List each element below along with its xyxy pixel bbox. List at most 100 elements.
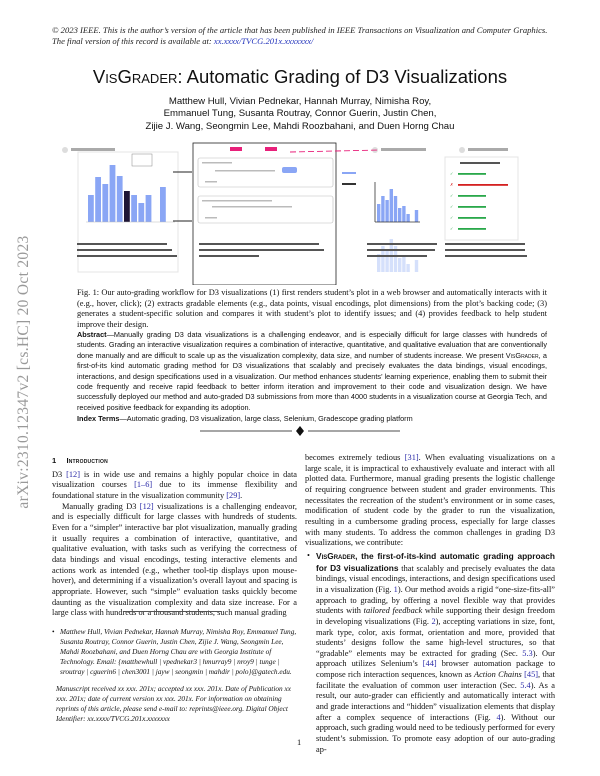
bar	[381, 196, 385, 222]
section-divider	[200, 426, 400, 436]
citation-link[interactable]: [31]	[404, 453, 419, 462]
bar	[377, 204, 381, 222]
text-segment: , the first-of-its-kind automatic gradin…	[316, 550, 555, 573]
text-segment: D3	[52, 469, 67, 479]
copyright-notice: © 2023 IEEE. This is the author’s versio…	[52, 25, 552, 46]
figure-caption: Fig. 1: Our auto-grading workflow for D3…	[77, 288, 547, 329]
step-title-placeholder	[71, 148, 115, 151]
bar	[402, 206, 406, 222]
bar	[381, 246, 385, 272]
text-segment: ). Without our approach, such grading wo…	[316, 712, 555, 754]
text-segment: ). Our approach utilizes Selenium’s	[316, 648, 555, 669]
text-segment: browser automation package to compose ri…	[316, 659, 555, 680]
bar	[145, 195, 152, 222]
section-heading: 1 Introduction	[52, 456, 297, 467]
text-segment: becomes extremely tedious	[305, 453, 405, 462]
text-segment: ), accepting variations in size, font, m…	[316, 616, 555, 658]
bar	[406, 214, 410, 222]
bar	[138, 203, 145, 222]
feedback-card	[444, 156, 519, 241]
system-name: VisGrader	[505, 350, 539, 360]
index-terms-label: Index Terms	[77, 414, 120, 423]
text-segment: VisGrader	[316, 550, 356, 561]
diamond-icon	[296, 426, 304, 436]
text-segment: tailored feedback	[363, 606, 423, 616]
bar	[116, 176, 123, 222]
doi-link[interactable]: xx.xxxx/TVCG.201x.xxxxxxx/	[213, 35, 314, 46]
check-icon: ✓	[450, 215, 454, 220]
text-segment: .	[240, 490, 243, 500]
code-highlight	[282, 167, 297, 173]
step-title-placeholder	[468, 148, 508, 151]
error-icon: ✗	[450, 182, 454, 187]
code-block	[197, 157, 334, 188]
author-line: Emmanuel Tung, Susanta Routray, Connor G…	[163, 108, 437, 120]
citation-link[interactable]: 5.4	[520, 680, 531, 690]
text-segment: ). As a result, our auto-grader can effi…	[316, 680, 555, 722]
abstract-text: , a first-of-its kind automatic grading …	[77, 350, 547, 412]
feedback-line	[458, 184, 508, 186]
text-segment: Manually grading D3	[62, 501, 140, 511]
title-rest: : Automatic Grading of D3 Visualizations	[177, 66, 508, 87]
step-title-placeholder	[381, 148, 426, 151]
text-segment: that scalably and precisely evaluates th…	[316, 563, 555, 594]
citation-link[interactable]: 1	[393, 584, 398, 594]
abstract-text: —Manually grading D3 data visualizations…	[77, 330, 547, 360]
page-number: 1	[297, 738, 302, 747]
feedback-line	[458, 228, 486, 230]
paragraph: Manually grading D3 [12] visualizations …	[52, 502, 297, 619]
text-segment: visualizations is a challenging endeavor…	[52, 501, 297, 618]
feedback-line	[458, 173, 486, 175]
citation-link[interactable]: 5.3	[522, 648, 533, 658]
contribution-item: VisGrader, the first-of-its-kind automat…	[307, 550, 555, 755]
bar	[102, 184, 109, 222]
code-highlight	[230, 147, 242, 151]
text-segment: . When evaluating visualizations on a la…	[305, 453, 556, 548]
citation-link[interactable]: [29]	[226, 490, 241, 500]
student-bar-chart	[88, 165, 166, 222]
check-icon: ✓	[450, 171, 454, 176]
bar	[131, 195, 137, 222]
bar	[398, 258, 402, 272]
feedback-list: ✓ ✗ ✓ ✓ ✓ ✓	[450, 171, 508, 231]
bar	[160, 187, 166, 222]
solution-bar-chart	[377, 189, 419, 222]
bar	[398, 208, 402, 222]
text-segment: , that facilitate the evaluation of comm…	[316, 670, 555, 690]
citation-link[interactable]: 2	[431, 616, 436, 626]
bar	[377, 254, 381, 272]
text-segment: while supporting their design freedom in…	[316, 606, 555, 626]
section-number: 1	[52, 456, 57, 465]
author-line: Matthew Hull, Vivian Pednekar, Hannah Mu…	[168, 96, 432, 107]
tooltip-box	[131, 153, 153, 167]
bar	[414, 210, 419, 222]
citation-link[interactable]: [44]	[422, 659, 437, 669]
citation-link[interactable]: [12]	[66, 469, 80, 479]
footnote-rule	[124, 611, 221, 612]
index-terms: Index Terms—Automatic grading, D3 visual…	[77, 414, 547, 423]
citation-link[interactable]: [12]	[139, 501, 154, 511]
feedback-line	[458, 206, 486, 208]
arxiv-stamp: arXiv:2310.12347v2 [cs.HC] 20 Oct 2023	[15, 235, 32, 509]
citation-link[interactable]: 4	[496, 712, 501, 722]
text-segment: is in wide use and remains a highly popu…	[52, 469, 297, 490]
check-icon: ✓	[450, 226, 454, 231]
footnote-text: Matthew Hull, Vivian Pednekar, Hannah Mu…	[60, 627, 297, 676]
author-affiliation-footnote: • Matthew Hull, Vivian Pednekar, Hannah M…	[52, 627, 297, 676]
text-segment: ). Our method avoids a rigid “one-size-f…	[316, 584, 555, 616]
text-segment: due to its immense flexibility and found…	[52, 480, 297, 500]
bar	[414, 260, 419, 272]
abstract: Abstract—Manually grading D3 data visual…	[77, 330, 547, 413]
bar	[385, 250, 389, 272]
citation-link[interactable]: [45]	[524, 670, 539, 680]
connector-line	[289, 149, 381, 153]
copyright-text: © 2023 IEEE. This is the author’s versio…	[52, 25, 548, 46]
teaser-figure: ✓ ✗ ✓ ✓ ✓ ✓	[62, 142, 527, 285]
code-block	[197, 195, 334, 224]
author-list: Matthew Hull, Vivian Pednekar, Hannah Mu…	[0, 96, 600, 133]
bar	[389, 189, 393, 222]
feedback-line	[458, 195, 486, 197]
citation-link[interactable]: [1–6]	[134, 480, 153, 490]
manuscript-note: Manuscript received xx xxx. 201x; accept…	[56, 684, 291, 723]
step-badge	[459, 147, 465, 153]
